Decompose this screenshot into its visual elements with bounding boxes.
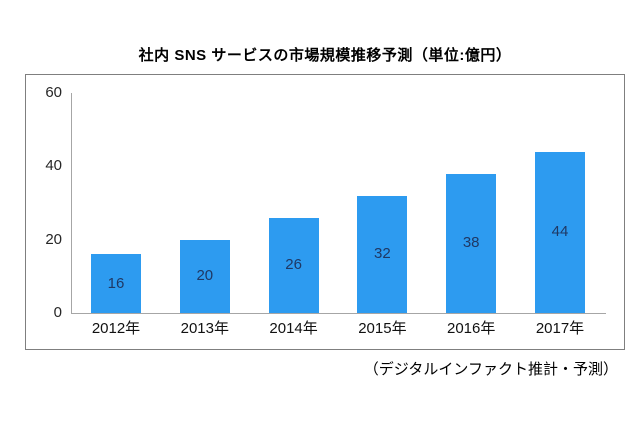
bar-value-label: 32 <box>374 245 391 263</box>
bar <box>179 239 230 313</box>
x-axis-label: 2015年 <box>358 320 407 337</box>
bar-value-label: 38 <box>462 234 480 252</box>
bar <box>446 173 497 313</box>
bar-value-label: 20 <box>196 267 214 285</box>
x-axis-label: 2016年 <box>447 320 496 337</box>
y-tick-label: 20 <box>45 230 62 248</box>
bar-value-label: 16 <box>107 274 125 292</box>
x-axis-label: 2017年 <box>535 320 585 337</box>
y-tick-label: 40 <box>45 157 62 175</box>
bar <box>268 217 319 313</box>
chart-title: 社内 SNS サービスの市場規模推移予測（単位:億円） <box>138 47 512 64</box>
bar <box>357 195 408 313</box>
bar-value-label: 44 <box>551 223 569 241</box>
chart-frame: 0 20 40 60 16 2012年 20 2013年 26 2014年 32 2015年 38 201… <box>25 74 625 350</box>
bar-value-label: 26 <box>285 256 302 274</box>
source-note: （デジタルインファクト推計・予測） <box>363 361 618 378</box>
y-tick-label: 60 <box>45 84 62 101</box>
x-axis-label: 2013年 <box>180 320 229 337</box>
x-axis-label: 2012年 <box>91 320 141 337</box>
x-axis-label: 2014年 <box>269 320 318 337</box>
bar <box>91 254 141 313</box>
x-axis-line <box>71 313 606 314</box>
bar <box>535 151 585 313</box>
y-axis-line <box>71 93 72 313</box>
y-tick-label: 0 <box>53 304 62 321</box>
